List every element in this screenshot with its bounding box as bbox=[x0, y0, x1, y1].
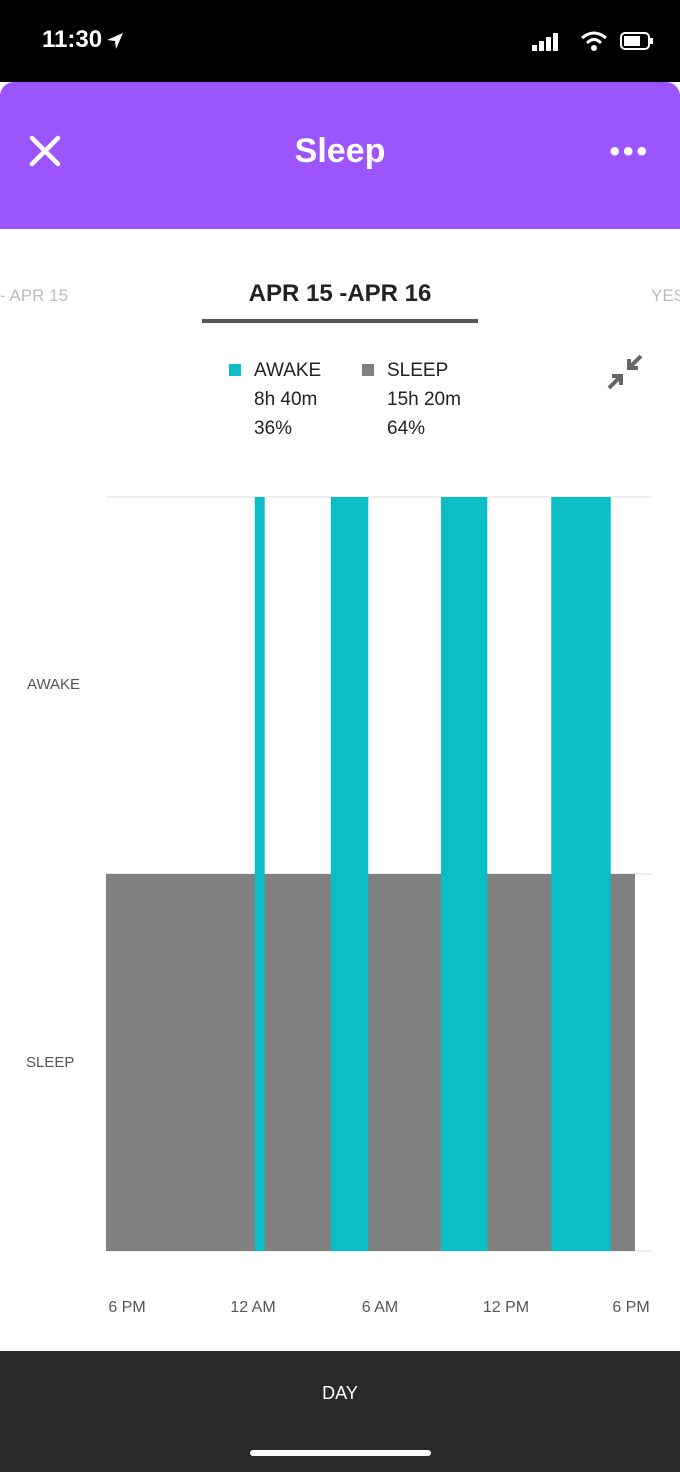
sleep-swatch bbox=[362, 364, 374, 376]
status-time: 11:30 bbox=[42, 26, 103, 53]
legend-percent: 64% bbox=[387, 418, 426, 439]
date-underline bbox=[202, 319, 478, 323]
date-next[interactable]: YES bbox=[651, 286, 680, 305]
x-tick-label: 12 PM bbox=[482, 1299, 530, 1316]
bottom-bar: DAY bbox=[0, 1351, 680, 1472]
legend-awake: AWAKE 8h 40m 36% bbox=[229, 356, 321, 443]
legend-duration: 8h 40m bbox=[254, 389, 318, 410]
y-label-sleep: SLEEP bbox=[26, 1054, 75, 1071]
status-bar: 11:30 bbox=[0, 0, 680, 82]
y-label-awake: AWAKE bbox=[27, 676, 81, 693]
date-previous[interactable]: - APR 15 bbox=[0, 286, 69, 305]
tab-day[interactable]: DAY bbox=[322, 1383, 358, 1403]
legend-label: SLEEP bbox=[387, 360, 449, 381]
legend-sleep: SLEEP 15h 20m 64% bbox=[362, 356, 461, 443]
signal-icon bbox=[532, 33, 558, 51]
x-tick-label: 12 AM bbox=[230, 1299, 276, 1316]
awake-bar bbox=[441, 497, 488, 1251]
date-current[interactable]: APR 15 -APR 16 bbox=[248, 280, 432, 307]
legend-label: AWAKE bbox=[254, 360, 322, 381]
x-tick-label: 6 PM bbox=[108, 1299, 146, 1316]
location-icon bbox=[107, 33, 123, 49]
header: Sleep ••• bbox=[0, 82, 680, 229]
awake-bar bbox=[551, 497, 611, 1251]
battery-icon bbox=[620, 32, 653, 50]
x-tick-label: 6 AM bbox=[361, 1299, 399, 1316]
legend-percent: 36% bbox=[254, 418, 293, 439]
sleep-chart bbox=[106, 496, 651, 1252]
x-tick-label: 6 PM bbox=[612, 1299, 650, 1316]
collapse-icon[interactable] bbox=[606, 353, 644, 391]
page-title: Sleep bbox=[294, 132, 386, 170]
wifi-icon bbox=[581, 31, 607, 51]
home-indicator bbox=[250, 1450, 431, 1456]
awake-bar bbox=[330, 497, 369, 1251]
awake-swatch bbox=[229, 364, 241, 376]
sleep-bar bbox=[106, 874, 635, 1251]
legend-duration: 15h 20m bbox=[387, 389, 461, 410]
awake-bar bbox=[254, 497, 265, 1251]
close-icon[interactable] bbox=[28, 134, 62, 168]
